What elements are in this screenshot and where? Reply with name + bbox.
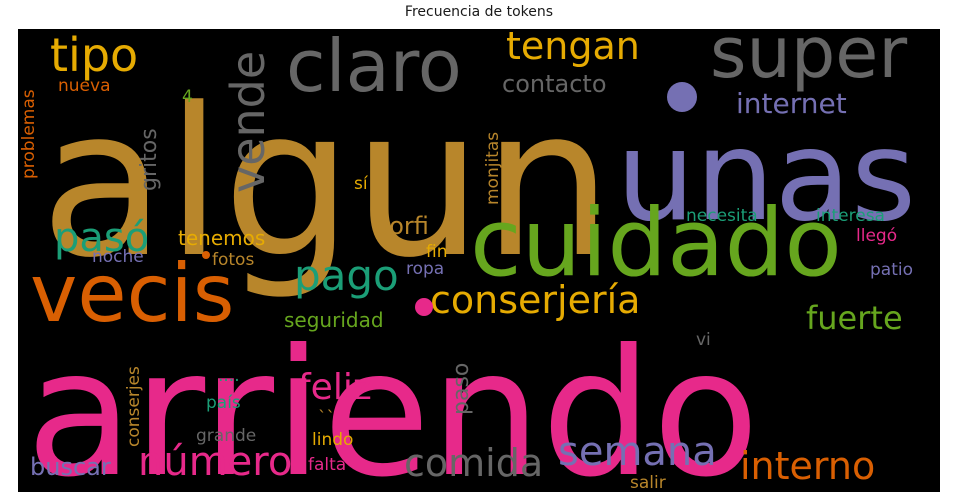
word-vende: vende xyxy=(221,51,275,193)
word-grande: grande xyxy=(196,426,256,446)
word-monjitas: monjitas xyxy=(483,132,503,205)
word-cuidado: cuidado xyxy=(470,189,842,298)
word-buscar: buscar xyxy=(30,453,111,481)
word-super: super xyxy=(710,29,907,94)
word-conserjes: conserjes xyxy=(124,366,144,447)
word-numero: número xyxy=(138,439,292,485)
word-llego: llegó xyxy=(856,226,897,246)
word-internet: internet xyxy=(736,87,847,120)
word-patio: patio xyxy=(870,260,913,280)
cloud-background xyxy=(18,29,940,492)
word-conserjeria: conserjería xyxy=(430,278,640,322)
word-arriendo: arriendo xyxy=(26,313,759,492)
word-semana: semana xyxy=(558,429,717,475)
word-problemas: problemas xyxy=(19,89,39,179)
word-seguridad: seguridad xyxy=(284,308,384,332)
word-ropa: ropa xyxy=(406,259,444,279)
word-claro: claro xyxy=(286,29,462,108)
chart-title: Frecuencia de tokens xyxy=(404,4,554,20)
word-nueva: nueva xyxy=(58,76,111,96)
period-mark-medium xyxy=(415,298,433,316)
word-vi: vi xyxy=(696,330,711,350)
word-interesa: interesa xyxy=(816,206,885,226)
word-pais: país xyxy=(206,393,241,413)
word-tengan: tengan xyxy=(506,29,640,68)
word-fuerte: fuerte xyxy=(806,299,903,337)
word-feliz: feliz xyxy=(298,367,372,408)
word-comida: comida xyxy=(404,441,543,485)
word-pago: pago xyxy=(294,251,399,300)
word-noche: noche xyxy=(92,247,144,267)
period-mark-small xyxy=(202,251,210,259)
word-porfi: porfi xyxy=(374,212,429,240)
word-contacto: contacto xyxy=(502,70,607,98)
word-tenemos: tenemos xyxy=(178,226,265,250)
word-tipo: tipo xyxy=(50,29,138,82)
word-paso: pasó xyxy=(54,215,149,261)
word-fin: fin xyxy=(426,242,447,262)
period-mark-large xyxy=(667,82,697,112)
word-fotos: fotos xyxy=(212,250,254,270)
word-lindo: lindo xyxy=(312,430,353,450)
word-symbol: .... xyxy=(218,366,240,386)
word-salir: salir xyxy=(630,473,666,492)
word-paso: paso xyxy=(449,363,474,415)
word-symbol: `` xyxy=(318,408,335,428)
word-falta: falta xyxy=(308,455,346,475)
word-si: sí xyxy=(354,174,369,194)
word-gritos: gritos xyxy=(137,128,162,191)
word-algun: algun xyxy=(40,65,613,303)
word-necesita: necesita xyxy=(686,206,758,226)
word-4: 4 xyxy=(182,87,193,107)
word-vecis: vecis xyxy=(30,247,234,340)
word-unas: unas xyxy=(616,104,916,249)
word-interno: interno xyxy=(740,444,875,488)
